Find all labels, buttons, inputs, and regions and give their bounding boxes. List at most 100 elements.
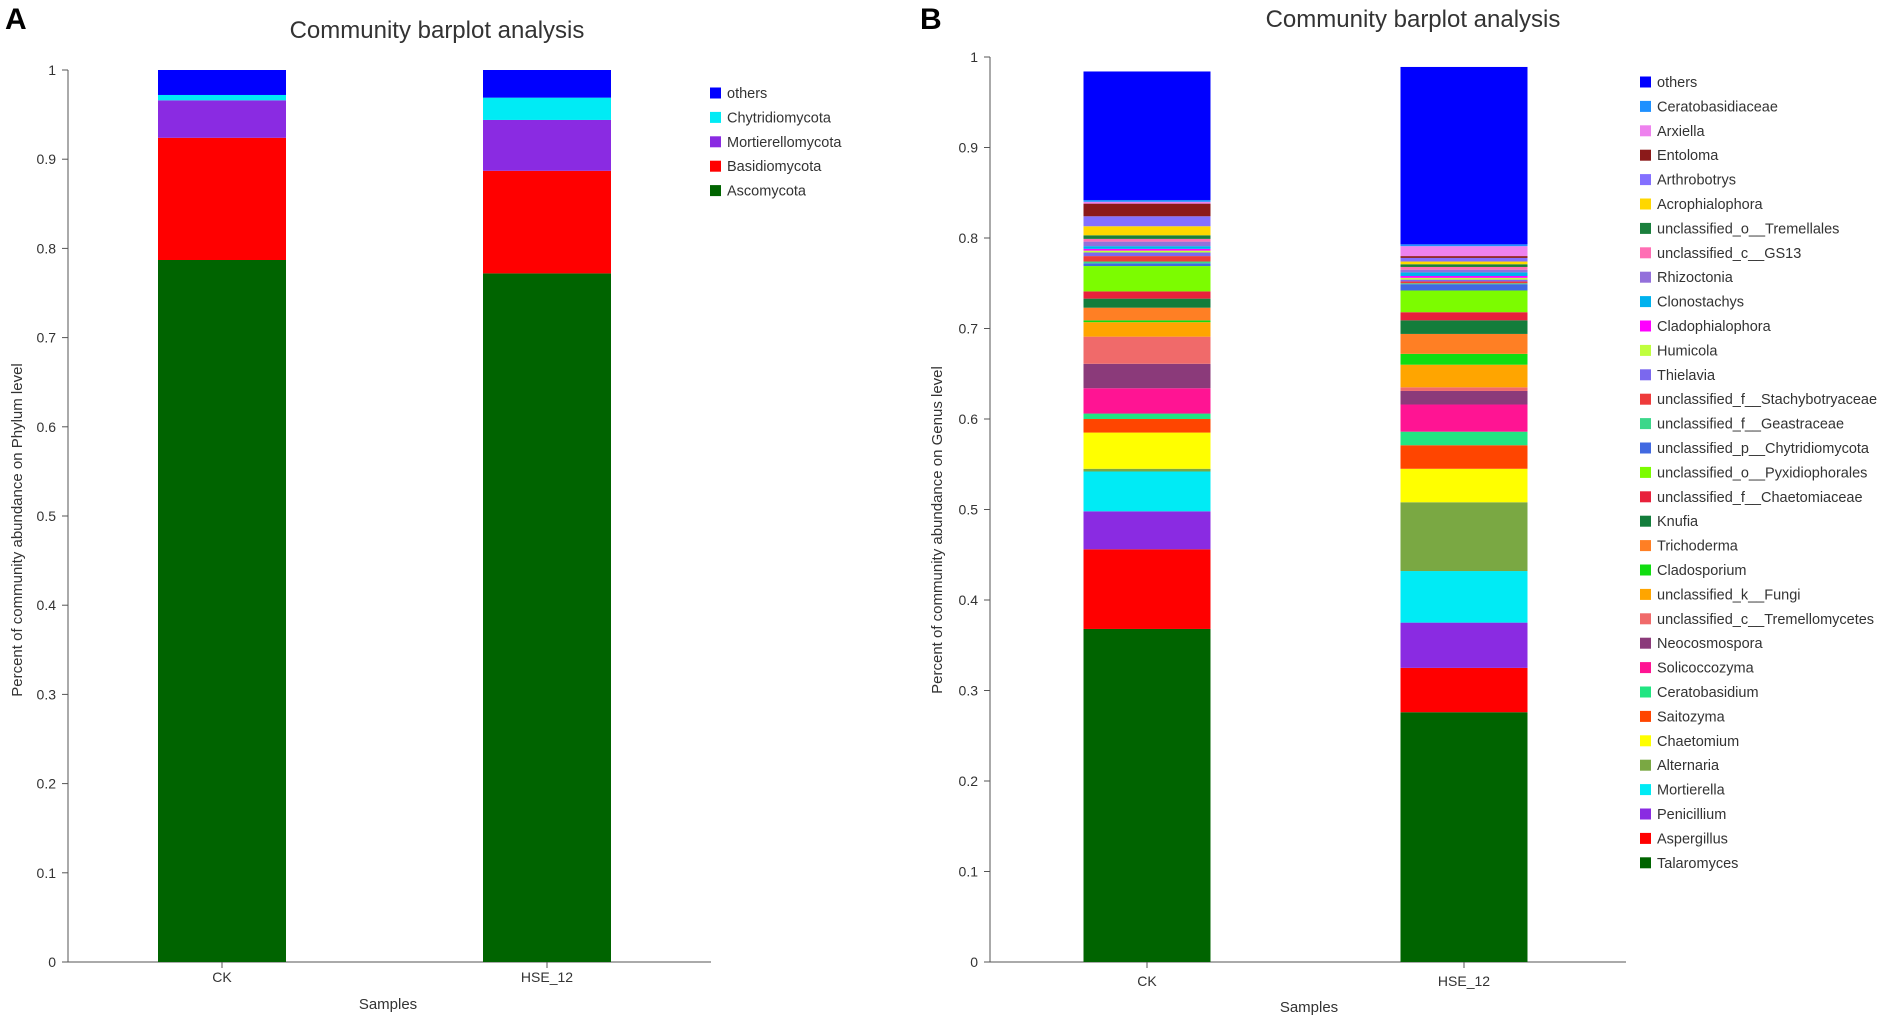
bar-segment bbox=[158, 100, 286, 138]
legend-label: Penicillium bbox=[1657, 807, 1726, 823]
bar-segment bbox=[1083, 238, 1211, 242]
y-tick-label: 0.4 bbox=[37, 597, 57, 613]
legend-label: Mortierellomycota bbox=[727, 135, 842, 151]
bar-segment bbox=[1400, 279, 1528, 282]
bar-segment bbox=[1400, 281, 1528, 284]
legend-swatch bbox=[1640, 296, 1651, 308]
y-tick-label: 0.9 bbox=[37, 151, 57, 167]
bar-segment bbox=[1083, 216, 1211, 227]
bar-segment bbox=[1400, 290, 1528, 313]
bar-segment bbox=[483, 273, 611, 963]
y-tick-label: 0 bbox=[48, 954, 56, 970]
y-tick-label: 0.5 bbox=[959, 502, 979, 518]
genus-barplot: Community barplot analysis Samples Perce… bbox=[929, 6, 1877, 1016]
y-tick-label: 0.3 bbox=[37, 686, 57, 702]
bar-segment bbox=[1400, 264, 1528, 267]
bar-segment bbox=[1400, 622, 1528, 668]
bar-segment bbox=[1400, 404, 1528, 432]
bar-segment bbox=[1083, 201, 1211, 204]
bar-segment bbox=[1083, 307, 1211, 321]
panel-letter-b: B bbox=[920, 3, 942, 36]
bar-segment bbox=[1083, 413, 1211, 419]
legend-swatch bbox=[1640, 198, 1651, 210]
y-ticks: 0 0.1 0.2 0.3 0.4 0.5 0.6 0.7 0.8 0.9 1 bbox=[959, 49, 990, 970]
bar-segment bbox=[1083, 266, 1211, 292]
legend-swatch bbox=[1640, 320, 1651, 332]
bar-segment bbox=[483, 170, 611, 274]
bar-segment bbox=[1400, 277, 1528, 280]
y-tick-label: 0.8 bbox=[959, 230, 979, 246]
legend-label: Chytridiomycota bbox=[727, 110, 832, 126]
bar-segment bbox=[1083, 363, 1211, 389]
y-tick-label: 0.9 bbox=[959, 140, 979, 156]
panel-letter-a: A bbox=[5, 3, 27, 36]
bar-segment bbox=[1400, 269, 1528, 273]
legend-label: Mortierella bbox=[1657, 783, 1726, 799]
bar-segment bbox=[1400, 364, 1528, 388]
bar-segment bbox=[1083, 419, 1211, 433]
legend-swatch bbox=[1640, 466, 1651, 478]
bar-segment bbox=[1083, 248, 1211, 251]
legend-label: others bbox=[727, 86, 767, 102]
legend-swatch bbox=[1640, 344, 1651, 356]
legend-swatch bbox=[1640, 515, 1651, 527]
legend-label: unclassified_o__Pyxidiophorales bbox=[1657, 465, 1867, 481]
legend-swatch bbox=[1640, 222, 1651, 234]
legend-label: Saitozyma bbox=[1657, 709, 1726, 725]
bar-segment bbox=[1400, 272, 1528, 277]
legend-label: Ceratobasidium bbox=[1657, 685, 1759, 701]
legend-swatch bbox=[1640, 588, 1651, 600]
legend-label: Cladosporium bbox=[1657, 563, 1746, 579]
legend-swatch bbox=[1640, 369, 1651, 381]
bar-segment bbox=[1083, 250, 1211, 253]
bar-segment bbox=[1400, 312, 1528, 321]
legend-label: Knufia bbox=[1657, 514, 1699, 530]
bar-segment bbox=[1400, 712, 1528, 962]
bar-segment bbox=[1400, 431, 1528, 446]
chart-title: Community barplot analysis bbox=[290, 17, 585, 44]
bar-segment bbox=[158, 70, 286, 95]
x-tick-label: CK bbox=[1137, 973, 1157, 989]
legend-label: Acrophialophora bbox=[1657, 197, 1764, 213]
bar-segment bbox=[1400, 276, 1528, 278]
legend-label: Entoloma bbox=[1657, 148, 1719, 164]
legend-label: Aspergillus bbox=[1657, 831, 1728, 847]
bar-segment bbox=[1083, 241, 1211, 247]
bar-segment bbox=[1400, 244, 1528, 247]
bar-segment bbox=[1400, 257, 1528, 262]
y-tick-label: 0.7 bbox=[37, 330, 57, 346]
legend-label: Talaromyces bbox=[1657, 856, 1738, 872]
chart-title: Community barplot analysis bbox=[1266, 6, 1561, 33]
bar-segment bbox=[1400, 468, 1528, 503]
legend-swatch bbox=[1640, 491, 1651, 503]
legend-swatch bbox=[1640, 857, 1651, 869]
legend-swatch bbox=[710, 185, 721, 197]
legend-swatch bbox=[1640, 247, 1651, 259]
bar-segment bbox=[1400, 390, 1528, 405]
legend-swatch bbox=[1640, 662, 1651, 674]
legend-label: Neocosmospora bbox=[1657, 636, 1764, 652]
x-tick-labels: CK HSE_12 bbox=[1137, 962, 1490, 989]
legend-swatch bbox=[1640, 393, 1651, 405]
legend-label: Chaetomium bbox=[1657, 734, 1739, 750]
bar-segment bbox=[158, 137, 286, 260]
bar-segment bbox=[1083, 628, 1211, 962]
bar-segment bbox=[1083, 298, 1211, 308]
y-tick-label: 0.2 bbox=[959, 773, 979, 789]
bar-segment bbox=[1083, 252, 1211, 257]
legend-label: others bbox=[1657, 75, 1697, 91]
bar-segment bbox=[1400, 571, 1528, 623]
legend-swatch bbox=[1640, 613, 1651, 625]
bar-segment bbox=[1400, 284, 1528, 291]
y-tick-label: 0 bbox=[970, 954, 978, 970]
bar-segment bbox=[1083, 549, 1211, 629]
bar-segment bbox=[483, 70, 611, 98]
bar-segment bbox=[1400, 261, 1528, 265]
x-tick-label: CK bbox=[212, 969, 232, 985]
bar-segment bbox=[1400, 353, 1528, 365]
y-axis-title: Percent of community abundance on Genus … bbox=[929, 366, 946, 694]
legend-label: unclassified_p__Chytridiomycota bbox=[1657, 441, 1870, 457]
bar-segment bbox=[1400, 246, 1528, 257]
x-axis-title: Samples bbox=[1280, 999, 1338, 1016]
bar-segment bbox=[1083, 71, 1211, 200]
